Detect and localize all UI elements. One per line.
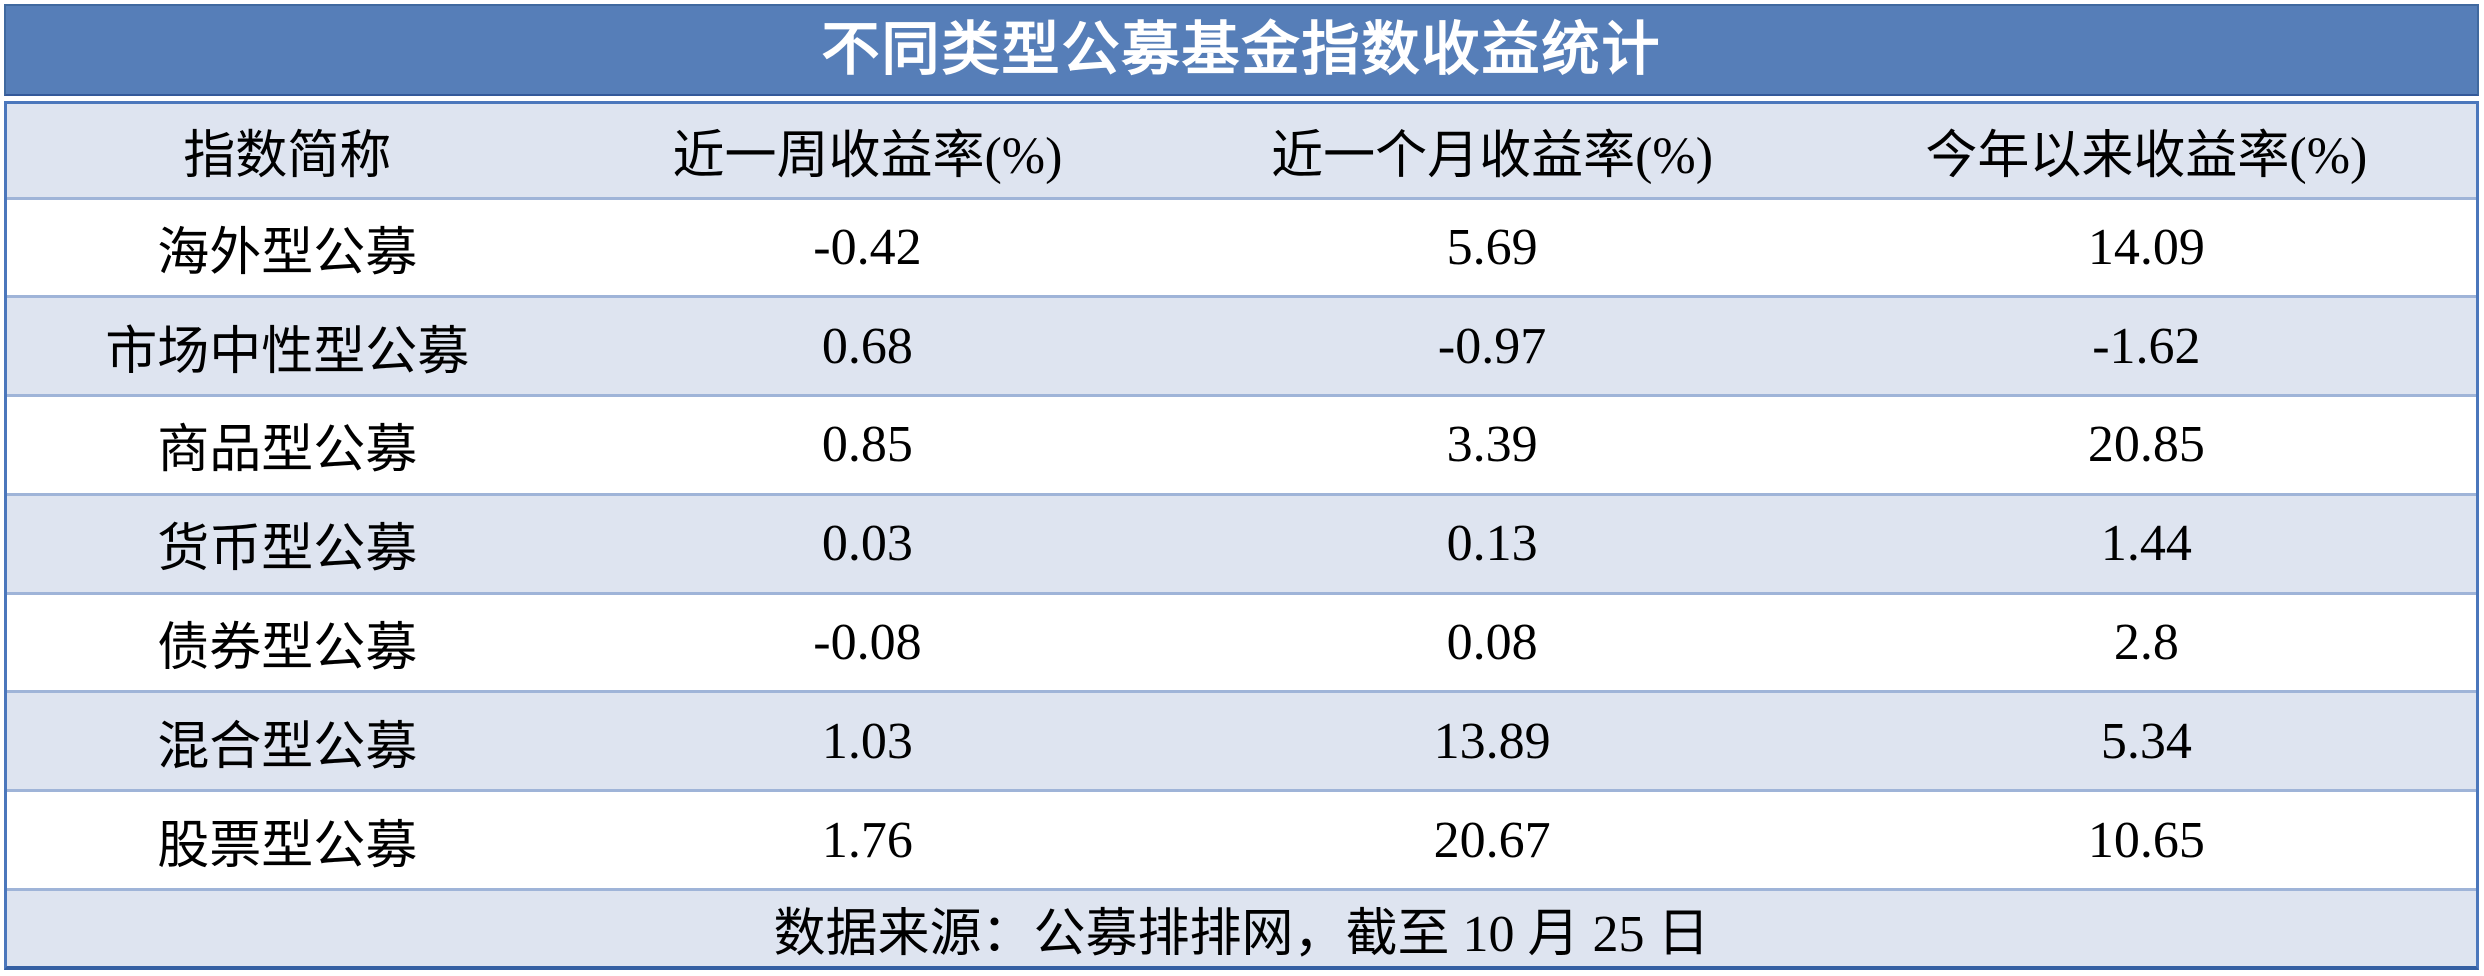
table-body: 海外型公募 -0.42 5.69 14.09 市场中性型公募 0.68 -0.97 -1.62… xyxy=(7,198,2476,890)
fund-returns-table: 指数简称 近一周收益率(%) 近一个月收益率(%) 今年以来收益率(%) 海外型公募 -… xyxy=(7,104,2476,966)
return-value-cell: 20.85 xyxy=(2087,416,2205,474)
return-value-cell: 0.13 xyxy=(1446,515,1538,573)
table-row: 混合型公募 1.03 13.89 5.34 xyxy=(7,691,2476,791)
return-value-cell: 1.44 xyxy=(2100,515,2192,573)
table-row: 股票型公募 1.76 20.67 10.65 xyxy=(7,790,2476,890)
return-value-cell: 1.76 xyxy=(821,811,913,869)
return-value-cell: 20.67 xyxy=(1433,811,1551,869)
table-title: 不同类型公募基金指数收益统计 xyxy=(4,4,2479,96)
index-name-cell: 海外型公募 xyxy=(157,224,418,282)
return-value-cell: 0.68 xyxy=(821,317,913,375)
return-value-cell: 1.03 xyxy=(821,712,913,770)
table-row: 海外型公募 -0.42 5.69 14.09 xyxy=(7,198,2476,297)
return-value-cell: -0.42 xyxy=(813,218,922,276)
return-value-cell: 2.8 xyxy=(2113,614,2179,672)
table-row: 商品型公募 0.85 3.39 20.85 xyxy=(7,395,2476,495)
column-header-3: 今年以来收益率(%) xyxy=(1925,127,2368,185)
return-value-cell: 0.08 xyxy=(1446,614,1538,672)
return-value-cell: 3.39 xyxy=(1446,416,1538,474)
return-value-cell: 0.03 xyxy=(821,515,913,573)
index-name-cell: 混合型公募 xyxy=(157,718,418,776)
return-value-cell: 0.85 xyxy=(821,416,913,474)
column-header-0: 指数简称 xyxy=(183,127,392,185)
return-value-cell: 14.09 xyxy=(2087,218,2205,276)
table-row: 市场中性型公募 0.68 -0.97 -1.62 xyxy=(7,296,2476,396)
table-row: 货币型公募 0.03 0.13 1.44 xyxy=(7,494,2476,594)
return-value-cell: -0.08 xyxy=(813,614,922,672)
index-name-cell: 股票型公募 xyxy=(157,817,418,875)
return-value-cell: 10.65 xyxy=(2087,811,2205,869)
fund-returns-table-frame: 指数简称 近一周收益率(%) 近一个月收益率(%) 今年以来收益率(%) 海外型公募 -… xyxy=(4,101,2479,970)
column-header-1: 近一周收益率(%) xyxy=(672,127,1063,185)
index-name-cell: 市场中性型公募 xyxy=(105,323,470,381)
data-source-note: 数据来源：公募排排网，截至 10 月 25 日 xyxy=(773,906,1710,963)
header-row: 指数简称 近一周收益率(%) 近一个月收益率(%) 今年以来收益率(%) xyxy=(7,104,2476,198)
footer-row: 数据来源：公募排排网，截至 10 月 25 日 xyxy=(7,889,2476,966)
index-name-cell: 货币型公募 xyxy=(157,521,418,579)
column-header-2: 近一个月收益率(%) xyxy=(1271,127,1714,185)
return-value-cell: -1.62 xyxy=(2092,317,2201,375)
table-row: 债券型公募 -0.08 0.08 2.8 xyxy=(7,593,2476,692)
fund-returns-panel: 不同类型公募基金指数收益统计 指数简称 近一周收益率(%) 近一个月收益率(%) 今年… xyxy=(4,4,2479,970)
return-value-cell: 5.69 xyxy=(1446,218,1538,276)
index-name-cell: 债券型公募 xyxy=(157,620,418,678)
return-value-cell: 5.34 xyxy=(2100,712,2192,770)
return-value-cell: -0.97 xyxy=(1437,317,1547,375)
index-name-cell: 商品型公募 xyxy=(157,422,418,480)
return-value-cell: 13.89 xyxy=(1433,712,1551,770)
